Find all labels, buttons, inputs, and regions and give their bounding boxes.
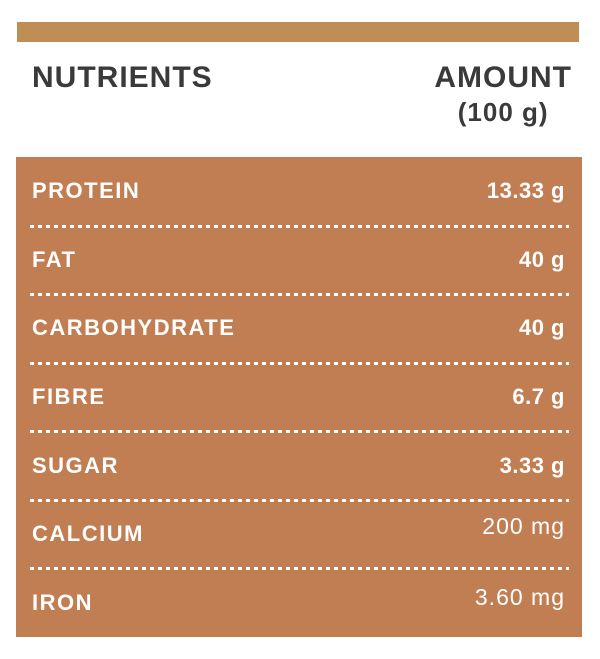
nutrient-name: IRON [32, 589, 93, 615]
nutrient-amount: 40 g [518, 315, 565, 341]
nutrient-name: FIBRE [32, 384, 106, 410]
nutrient-amount: 13.33 g [486, 178, 565, 204]
nutrient-name: FAT [32, 246, 77, 272]
table-row: SUGAR 3.33 g [16, 431, 582, 502]
table-row: CARBOHYDRATE 40 g [16, 294, 582, 365]
amount-header-label: AMOUNT [434, 61, 572, 94]
nutrient-amount: 6.7 g [512, 384, 565, 410]
nutrient-amount: 3.33 g [499, 452, 565, 478]
accent-bar [17, 22, 579, 42]
nutrient-name: PROTEIN [32, 178, 141, 204]
nutrient-name: CARBOHYDRATE [32, 315, 236, 341]
amount-header-unit: (100 g) [457, 96, 549, 127]
amount-column-header: AMOUNT (100 g) [434, 61, 572, 129]
table-row: CALCIUM 200 mg [16, 500, 582, 571]
table-row: FAT 40 g [16, 226, 582, 296]
nutrient-amount: 200 mg [482, 512, 565, 539]
table-row: IRON 3.60 mg [16, 568, 582, 637]
nutrient-name: CALCIUM [32, 521, 144, 547]
table-header: NUTRIENTS AMOUNT (100 g) [0, 61, 600, 129]
nutrient-name: SUGAR [32, 452, 119, 478]
nutrients-column-header: NUTRIENTS [32, 61, 213, 94]
table-row: FIBRE 6.7 g [16, 363, 582, 433]
nutrient-amount: 40 g [518, 246, 565, 272]
nutrient-amount: 3.60 mg [474, 584, 565, 611]
table-row: PROTEIN 13.33 g [16, 157, 582, 228]
nutrition-table: PROTEIN 13.33 g FAT 40 g CARBOHYDRATE 40… [16, 157, 582, 637]
